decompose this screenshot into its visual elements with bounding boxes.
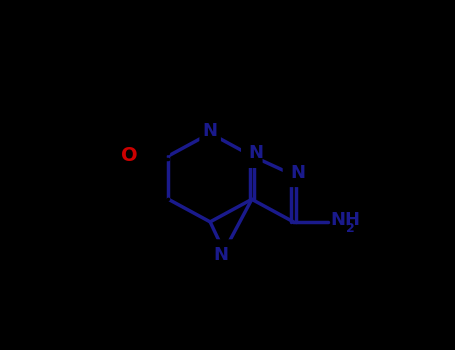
Text: N: N	[202, 123, 219, 144]
Text: 2: 2	[346, 222, 355, 235]
Text: N: N	[285, 165, 302, 185]
Text: N: N	[202, 121, 217, 140]
Text: N: N	[290, 164, 305, 182]
Text: O: O	[125, 146, 142, 166]
Text: N: N	[215, 241, 233, 261]
Text: N: N	[248, 144, 263, 162]
Text: NH: NH	[330, 211, 360, 229]
Text: O: O	[121, 146, 138, 166]
Text: N: N	[243, 146, 261, 166]
Text: N: N	[214, 246, 229, 264]
